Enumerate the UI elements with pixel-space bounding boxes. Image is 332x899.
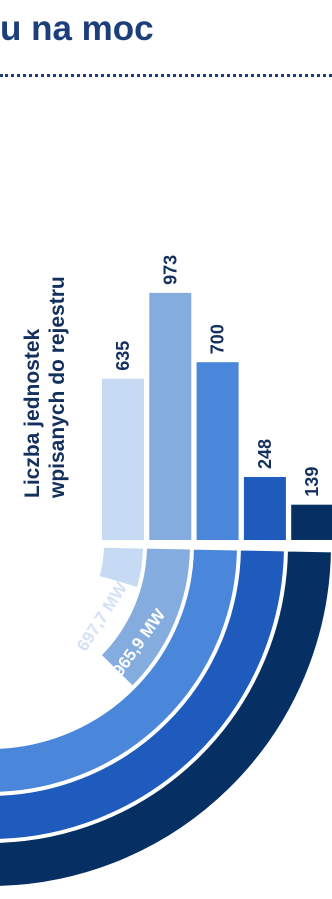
- bar-value-label-1: 635: [113, 341, 133, 371]
- bar-value-label-5: 139: [302, 467, 322, 497]
- bar-value-label-4: 248: [255, 439, 275, 469]
- bar-3: [196, 362, 239, 540]
- bar-value-label-3: 700: [208, 324, 228, 354]
- bar-1: [102, 378, 144, 540]
- bar-2: [149, 292, 192, 540]
- arc-ring-5: [0, 550, 332, 887]
- bar-5: [291, 504, 332, 540]
- arc-ring-4: [0, 549, 285, 840]
- page-title: u na moc: [0, 9, 154, 48]
- bar-value-label-2: 973: [160, 255, 180, 285]
- arc-ring-1: [98, 546, 144, 589]
- dotted-divider: [0, 74, 332, 77]
- arc-ring-3: [0, 548, 238, 793]
- bar-4: [243, 477, 286, 540]
- arc-ring-2: [100, 547, 191, 687]
